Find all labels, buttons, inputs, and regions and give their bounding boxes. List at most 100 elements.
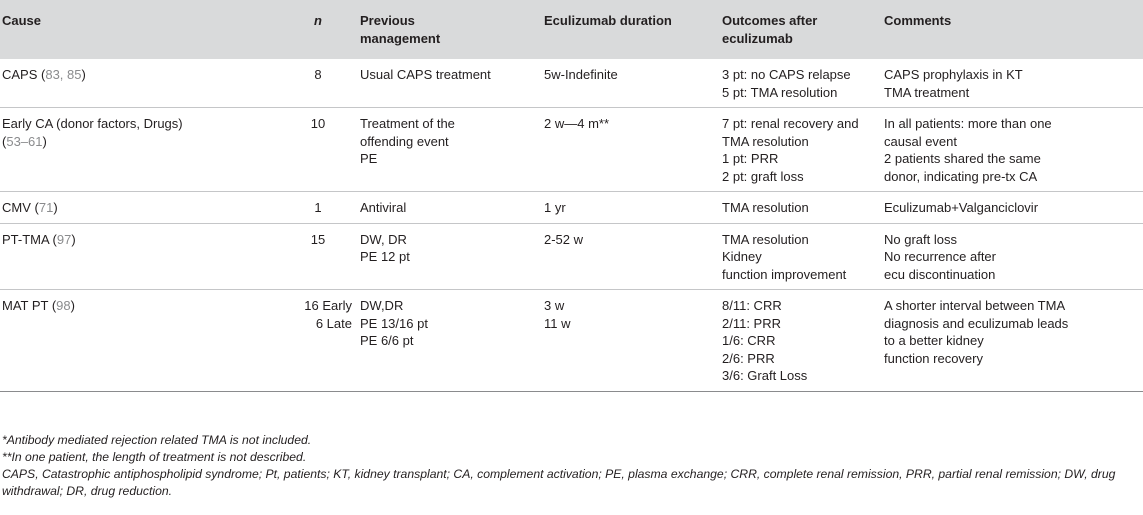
- cell-outcomes: TMA resolution: [722, 191, 884, 224]
- duration-line: 11 w: [544, 315, 571, 331]
- cell-eculizumab-duration: 3 w 11 w: [544, 289, 722, 392]
- cell-previous-management: DW,DR PE 13/16 pt PE 6/6 pt: [360, 289, 544, 392]
- cell-previous-management: Usual CAPS treatment: [360, 59, 544, 108]
- cell-n: 15: [276, 223, 360, 290]
- cell-eculizumab-duration: 2-52 w: [544, 223, 722, 290]
- previous-line: PE 12 pt: [360, 249, 410, 264]
- header-cause: Cause: [2, 13, 42, 28]
- cause-text: CMV (: [2, 200, 39, 215]
- header-previous-management: Previous management: [360, 0, 544, 59]
- cell-eculizumab-duration: 2 w—4 m**: [544, 107, 722, 192]
- cell-outcomes: 3 pt: no CAPS relapse 5 pt: TMA resolutio…: [722, 59, 884, 108]
- comment-line: causal event: [884, 133, 957, 149]
- table-row: CAPS (83, 85) 8 Usual CAPS treatment 5w-Ind…: [0, 59, 1143, 108]
- cause-reference[interactable]: 71: [38, 200, 54, 215]
- header-outcomes-line: Outcomes after: [722, 13, 818, 28]
- comment-line: CAPS prophylaxis in KT: [884, 67, 1023, 82]
- previous-line: DW, DR: [360, 231, 407, 247]
- outcome-line: 2 pt: graft loss: [722, 168, 804, 184]
- cause-close: ): [71, 231, 76, 247]
- outcome-line: 2/11: PRR: [722, 315, 782, 331]
- table-row: PT-TMA (97) 15 DW, DR PE 12 pt 2-52 w TMA res…: [0, 223, 1143, 290]
- header-outcomes-line: eculizumab: [722, 30, 793, 46]
- cell-previous-management: Antiviral: [360, 191, 544, 224]
- comment-line: donor, indicating pre-tx CA: [884, 168, 1038, 184]
- table-row: MAT PT (98) 16 Early 6 Late DW,DR PE 13/16 p…: [0, 289, 1143, 392]
- outcome-line: 3 pt: no CAPS relapse: [722, 67, 851, 82]
- previous-line: DW,DR: [360, 298, 404, 313]
- cause-close: ): [70, 298, 75, 313]
- cause-reference[interactable]: 83, 85: [45, 67, 82, 82]
- footnote-2: **In one patient, the length of treatmen…: [2, 450, 307, 464]
- cell-comments: A shorter interval between TMA diagnosis …: [884, 289, 1143, 392]
- header-row: Cause n Previous management Eculizumab d…: [0, 0, 1143, 59]
- n-value: 16 Early: [304, 298, 352, 313]
- header-previous-line: management: [360, 30, 441, 46]
- previous-line: PE 13/16 pt: [360, 315, 428, 331]
- eculizumab-table: Cause n Previous management Eculizumab d…: [0, 0, 1143, 392]
- cause-text: Early CA (donor factors, Drugs): [2, 116, 183, 131]
- duration-line: 1 yr: [544, 200, 566, 215]
- cell-previous-management: DW, DR PE 12 pt: [360, 223, 544, 290]
- outcome-line: 5 pt: TMA resolution: [722, 84, 838, 100]
- cell-cause: Early CA (donor factors, Drugs) (53–61): [0, 107, 276, 192]
- comment-line: A shorter interval between TMA: [884, 298, 1066, 313]
- cause-reference[interactable]: 53–61: [6, 133, 43, 149]
- footnote-abbreviations: CAPS, Catastrophic antiphospholipid synd…: [2, 467, 1116, 498]
- outcome-line: TMA resolution: [722, 200, 809, 215]
- comment-line: No recurrence after: [884, 249, 996, 264]
- outcome-line: 2/6: PRR: [722, 350, 775, 366]
- comment-line: No graft loss: [884, 231, 957, 247]
- cell-cause: PT-TMA (97): [0, 223, 276, 290]
- comment-line: diagnosis and eculizumab leads: [884, 315, 1069, 331]
- cell-outcomes: 8/11: CRR 2/11: PRR 1/6: CRR 2/6: PRR 3/6: G…: [722, 289, 884, 392]
- previous-line: PE: [360, 151, 378, 166]
- comment-line: TMA treatment: [884, 84, 970, 100]
- outcome-line: 7 pt: renal recovery and: [722, 116, 859, 131]
- n-value: 10: [310, 116, 326, 131]
- outcome-line: TMA resolution: [722, 133, 809, 149]
- outcome-line: 1 pt: PRR: [722, 151, 779, 166]
- cell-comments: CAPS prophylaxis in KT TMA treatment: [884, 59, 1143, 108]
- cause-text: PT-TMA (: [2, 231, 57, 247]
- cause-close: ): [81, 67, 86, 82]
- header-n: n: [314, 13, 322, 28]
- header-previous-line: Previous: [360, 13, 415, 28]
- n-value: 1: [314, 200, 322, 215]
- n-value: 15: [310, 231, 326, 247]
- cell-previous-management: Treatment of the offending event PE: [360, 107, 544, 192]
- cell-n: 10: [276, 107, 360, 192]
- previous-line: Antiviral: [360, 200, 407, 215]
- outcome-line: 1/6: CRR: [722, 333, 776, 348]
- duration-line: 2-52 w: [544, 231, 584, 247]
- cell-comments: Eculizumab+Valganciclovir: [884, 191, 1143, 224]
- comment-line: ecu discontinuation: [884, 266, 996, 282]
- cause-reference[interactable]: 97: [56, 231, 72, 247]
- comment-line: In all patients: more than one: [884, 116, 1052, 131]
- footnote-1: *Antibody mediated rejection related TMA…: [2, 433, 312, 447]
- cell-comments: No graft loss No recurrence after ecu disc…: [884, 223, 1143, 290]
- previous-line: offending event: [360, 133, 449, 149]
- previous-line: PE 6/6 pt: [360, 333, 414, 348]
- table-body: CAPS (83, 85) 8 Usual CAPS treatment 5w-Ind…: [0, 59, 1143, 392]
- outcome-line: function improvement: [722, 266, 847, 282]
- table-header: Cause n Previous management Eculizumab d…: [0, 0, 1143, 59]
- duration-line: 2 w—4 m**: [544, 116, 610, 131]
- cause-text: CAPS (: [2, 67, 46, 82]
- cause-text: MAT PT (: [2, 298, 57, 313]
- header-eculizumab-duration: Eculizumab duration: [544, 13, 672, 28]
- cell-n: 16 Early 6 Late: [276, 289, 360, 392]
- table-row: CMV (71) 1 Antiviral 1 yr TMA resolution Ecul…: [0, 191, 1143, 224]
- table-row: Early CA (donor factors, Drugs) (53–61) 10…: [0, 107, 1143, 192]
- cell-comments: In all patients: more than one causal eve…: [884, 107, 1143, 192]
- cause-close: ): [53, 200, 58, 215]
- previous-line: Usual CAPS treatment: [360, 67, 491, 82]
- outcome-line: 3/6: Graft Loss: [722, 368, 808, 383]
- outcome-line: Kidney: [722, 249, 762, 264]
- header-outcomes: Outcomes after eculizumab: [722, 0, 884, 59]
- cell-outcomes: TMA resolution Kidney function improvement: [722, 223, 884, 290]
- cause-reference[interactable]: 98: [56, 298, 71, 313]
- cell-cause: CAPS (83, 85): [0, 59, 276, 108]
- table-footnotes: *Antibody mediated rejection related TMA…: [2, 432, 1140, 500]
